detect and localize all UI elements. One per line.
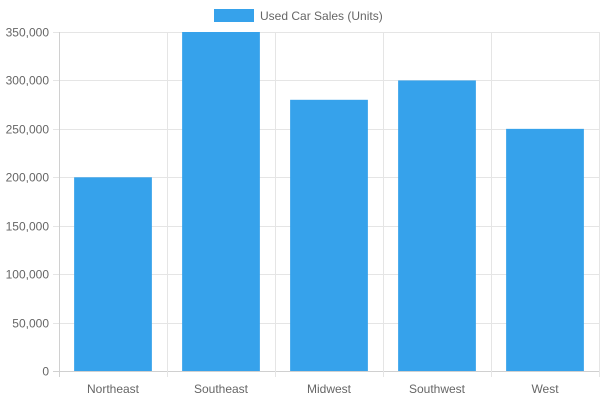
y-tick-label: 250,000: [6, 123, 50, 137]
x-tick-label: Northeast: [87, 382, 140, 396]
y-tick-label: 50,000: [12, 317, 49, 331]
bar-west[interactable]: [506, 128, 584, 371]
legend-swatch[interactable]: [214, 9, 254, 22]
bars: [74, 32, 584, 372]
y-tick-label: 150,000: [6, 220, 50, 234]
y-tick-label: 200,000: [6, 171, 50, 185]
y-tick-label: 0: [42, 365, 49, 379]
bar-southwest[interactable]: [398, 80, 476, 371]
y-axis: 0 50,000 100,000 150,000 200,000 250,000 300,0…: [6, 26, 50, 379]
legend-label[interactable]: Used Car Sales (Units): [260, 9, 383, 23]
legend[interactable]: Used Car Sales (Units): [214, 9, 383, 23]
y-tick-label: 300,000: [6, 74, 50, 88]
bar-southeast[interactable]: [182, 32, 260, 371]
x-tick-label: Southwest: [409, 382, 466, 396]
bar-northeast[interactable]: [74, 177, 152, 371]
bar-midwest[interactable]: [290, 99, 368, 372]
y-tick-label: 100,000: [6, 268, 50, 282]
x-tick-label: West: [531, 382, 559, 396]
x-tick-label: Southeast: [194, 382, 249, 396]
y-tick-label: 350,000: [6, 26, 50, 40]
x-tick-label: Midwest: [307, 382, 352, 396]
x-axis: Northeast Southeast Midwest Southwest West: [87, 382, 559, 396]
